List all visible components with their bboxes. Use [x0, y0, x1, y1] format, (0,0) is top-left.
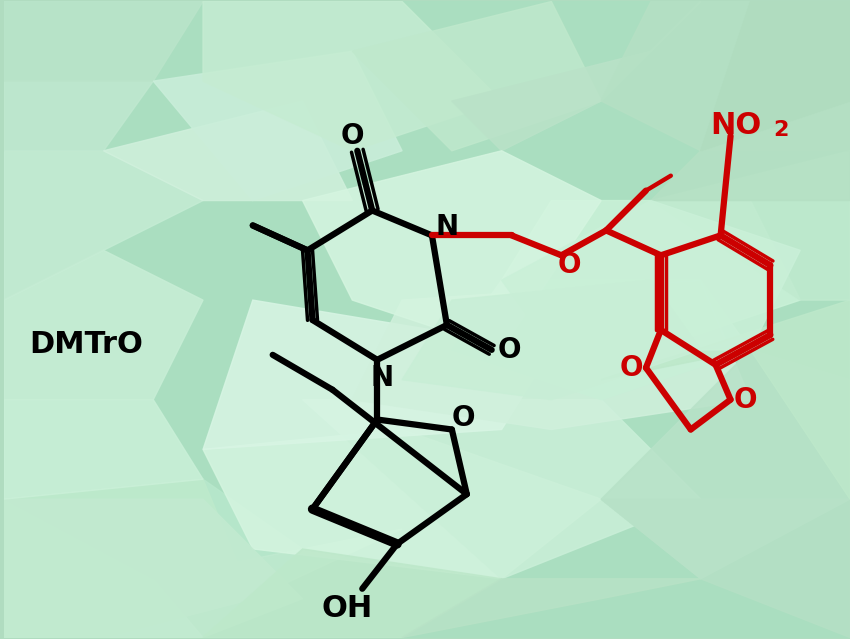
Text: N: N: [435, 213, 458, 242]
Polygon shape: [502, 201, 800, 350]
Polygon shape: [203, 300, 552, 449]
Polygon shape: [452, 1, 700, 151]
Polygon shape: [601, 300, 850, 499]
Polygon shape: [502, 201, 800, 350]
Polygon shape: [700, 1, 850, 151]
Text: DMTrO: DMTrO: [30, 330, 144, 359]
Polygon shape: [651, 151, 850, 300]
Polygon shape: [402, 280, 700, 399]
Text: O: O: [498, 336, 521, 364]
Polygon shape: [303, 399, 700, 579]
Polygon shape: [153, 51, 402, 201]
Polygon shape: [4, 151, 203, 300]
Polygon shape: [4, 479, 252, 638]
Text: O: O: [452, 404, 475, 431]
Text: O: O: [558, 251, 581, 279]
Polygon shape: [203, 429, 601, 579]
Polygon shape: [601, 1, 850, 151]
Text: O: O: [341, 122, 364, 150]
Polygon shape: [651, 101, 850, 201]
Text: O: O: [734, 385, 757, 413]
Polygon shape: [104, 101, 352, 201]
Polygon shape: [4, 250, 203, 399]
Polygon shape: [4, 499, 303, 638]
Text: O: O: [620, 354, 643, 381]
Polygon shape: [352, 1, 601, 151]
Polygon shape: [452, 280, 751, 399]
Polygon shape: [4, 399, 203, 499]
Text: N: N: [371, 364, 394, 392]
Polygon shape: [601, 499, 850, 638]
Polygon shape: [203, 1, 502, 151]
Text: NO: NO: [710, 111, 761, 141]
Polygon shape: [4, 1, 203, 81]
Polygon shape: [4, 479, 303, 579]
Polygon shape: [203, 549, 502, 638]
Polygon shape: [4, 81, 153, 151]
Polygon shape: [4, 499, 203, 638]
Polygon shape: [601, 350, 850, 579]
Polygon shape: [402, 579, 700, 638]
Polygon shape: [303, 151, 601, 350]
Text: OH: OH: [321, 594, 373, 623]
Polygon shape: [352, 280, 751, 429]
Text: 2: 2: [774, 120, 789, 140]
Polygon shape: [104, 529, 402, 638]
